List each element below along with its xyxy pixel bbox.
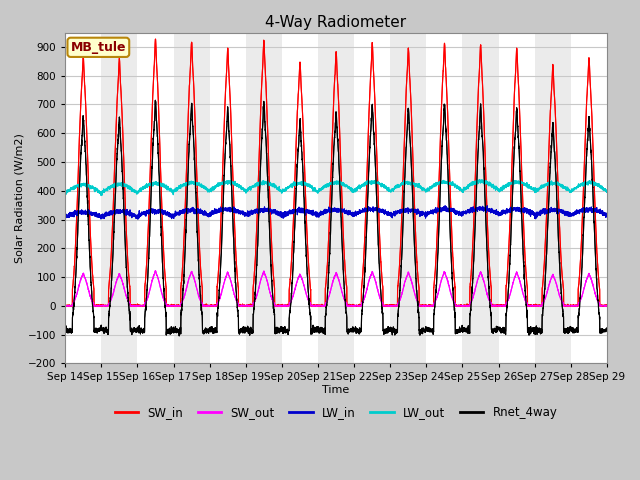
LW_in <box>488 207 496 213</box>
SW_out <box>488 303 496 309</box>
SW_in <box>61 303 69 309</box>
LW_out <box>476 177 483 182</box>
SW_out <box>159 293 166 299</box>
LW_out <box>603 189 611 194</box>
Rnet_4way <box>175 333 183 339</box>
Legend: SW_in, SW_out, LW_in, LW_out, Rnet_4way: SW_in, SW_out, LW_in, LW_out, Rnet_4way <box>110 401 562 424</box>
LW_out <box>61 192 69 197</box>
Bar <box>318 33 354 363</box>
LW_out <box>97 192 105 198</box>
SW_out <box>316 303 324 309</box>
SW_in <box>152 36 159 42</box>
Line: LW_out: LW_out <box>65 180 607 195</box>
LW_in <box>603 211 611 216</box>
LW_in <box>159 209 166 215</box>
LW_out <box>603 189 611 194</box>
Line: Rnet_4way: Rnet_4way <box>65 100 607 336</box>
SW_in <box>603 303 611 309</box>
Rnet_4way <box>428 327 435 333</box>
LW_in <box>61 214 69 220</box>
Rnet_4way <box>458 327 465 333</box>
Rnet_4way <box>61 325 69 331</box>
SW_out <box>428 303 435 309</box>
LW_out <box>428 184 435 190</box>
SW_out <box>458 302 465 308</box>
LW_in <box>603 211 611 217</box>
SW_in <box>603 303 611 309</box>
Title: 4-Way Radiometer: 4-Way Radiometer <box>266 15 406 30</box>
SW_out <box>603 303 611 309</box>
SW_in <box>159 229 166 235</box>
Line: SW_out: SW_out <box>65 271 607 306</box>
SW_out <box>61 303 69 309</box>
LW_out <box>458 187 465 193</box>
Text: MB_tule: MB_tule <box>70 41 126 54</box>
LW_in <box>458 211 465 217</box>
LW_out <box>159 182 166 188</box>
SW_out <box>61 303 69 309</box>
Rnet_4way <box>488 328 496 334</box>
LW_out <box>488 182 496 188</box>
LW_in <box>428 209 435 215</box>
Rnet_4way <box>316 328 324 334</box>
X-axis label: Time: Time <box>323 385 349 395</box>
Bar <box>246 33 282 363</box>
Bar <box>534 33 571 363</box>
LW_in <box>483 203 491 209</box>
Bar <box>390 33 426 363</box>
Rnet_4way <box>159 264 166 270</box>
SW_in <box>458 303 465 309</box>
Bar <box>101 33 138 363</box>
LW_in <box>134 216 142 222</box>
Line: SW_in: SW_in <box>65 39 607 306</box>
Rnet_4way <box>603 325 611 331</box>
Rnet_4way <box>603 325 611 331</box>
SW_out <box>603 303 611 309</box>
Y-axis label: Solar Radiation (W/m2): Solar Radiation (W/m2) <box>15 133 25 263</box>
SW_out <box>152 268 159 274</box>
LW_in <box>316 210 324 216</box>
LW_out <box>316 187 324 193</box>
Line: LW_in: LW_in <box>65 206 607 219</box>
SW_in <box>488 303 496 309</box>
Bar <box>463 33 499 363</box>
SW_in <box>428 303 435 309</box>
SW_in <box>61 303 69 309</box>
SW_in <box>316 302 324 308</box>
Rnet_4way <box>152 97 159 103</box>
Bar <box>173 33 210 363</box>
